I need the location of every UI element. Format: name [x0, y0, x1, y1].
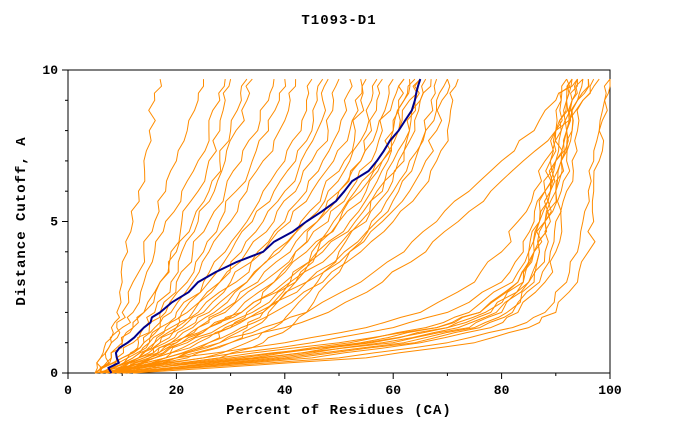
x-axis-label: Percent of Residues (CA)	[226, 403, 452, 419]
model-curve	[100, 78, 573, 374]
model-curve	[95, 79, 432, 374]
model-curve	[132, 79, 611, 374]
model-curve	[94, 78, 405, 374]
model-curve	[94, 79, 275, 374]
model-curve	[111, 79, 589, 374]
model-curve	[100, 78, 340, 374]
model-curve	[105, 79, 363, 374]
model-curve	[99, 79, 204, 374]
plot-generated-layer: 0 20 40 60 80 100 0 5 10	[42, 63, 622, 398]
model-curve	[100, 78, 253, 374]
chart-title: T1093-D1	[301, 13, 376, 29]
x-tick-label: 20	[169, 383, 185, 398]
model-curve	[94, 78, 324, 374]
model-curve	[94, 79, 162, 374]
model-curve	[94, 78, 232, 374]
x-tick-label: 60	[385, 383, 401, 398]
model-curve	[105, 78, 578, 374]
model-curve	[116, 79, 584, 374]
y-axis-label: Distance Cutoff, A	[14, 136, 30, 305]
highlight-curve	[107, 78, 422, 374]
x-tick-label: 100	[598, 383, 622, 398]
model-curve	[116, 78, 329, 374]
model-curve	[132, 78, 459, 374]
y-tick-label: 0	[50, 366, 58, 381]
model-curve	[122, 78, 595, 374]
model-curve	[111, 78, 600, 374]
y-tick-label: 10	[42, 63, 58, 78]
model-curve	[105, 78, 448, 374]
model-curve	[94, 79, 226, 374]
x-tick-label: 0	[64, 383, 72, 398]
y-tick-label: 5	[50, 215, 58, 230]
x-tick-label: 40	[277, 383, 293, 398]
x-tick-label: 80	[494, 383, 510, 398]
model-curve	[116, 78, 427, 374]
model-curve	[111, 78, 353, 374]
model-curve	[100, 78, 378, 374]
model-curve	[100, 79, 297, 374]
